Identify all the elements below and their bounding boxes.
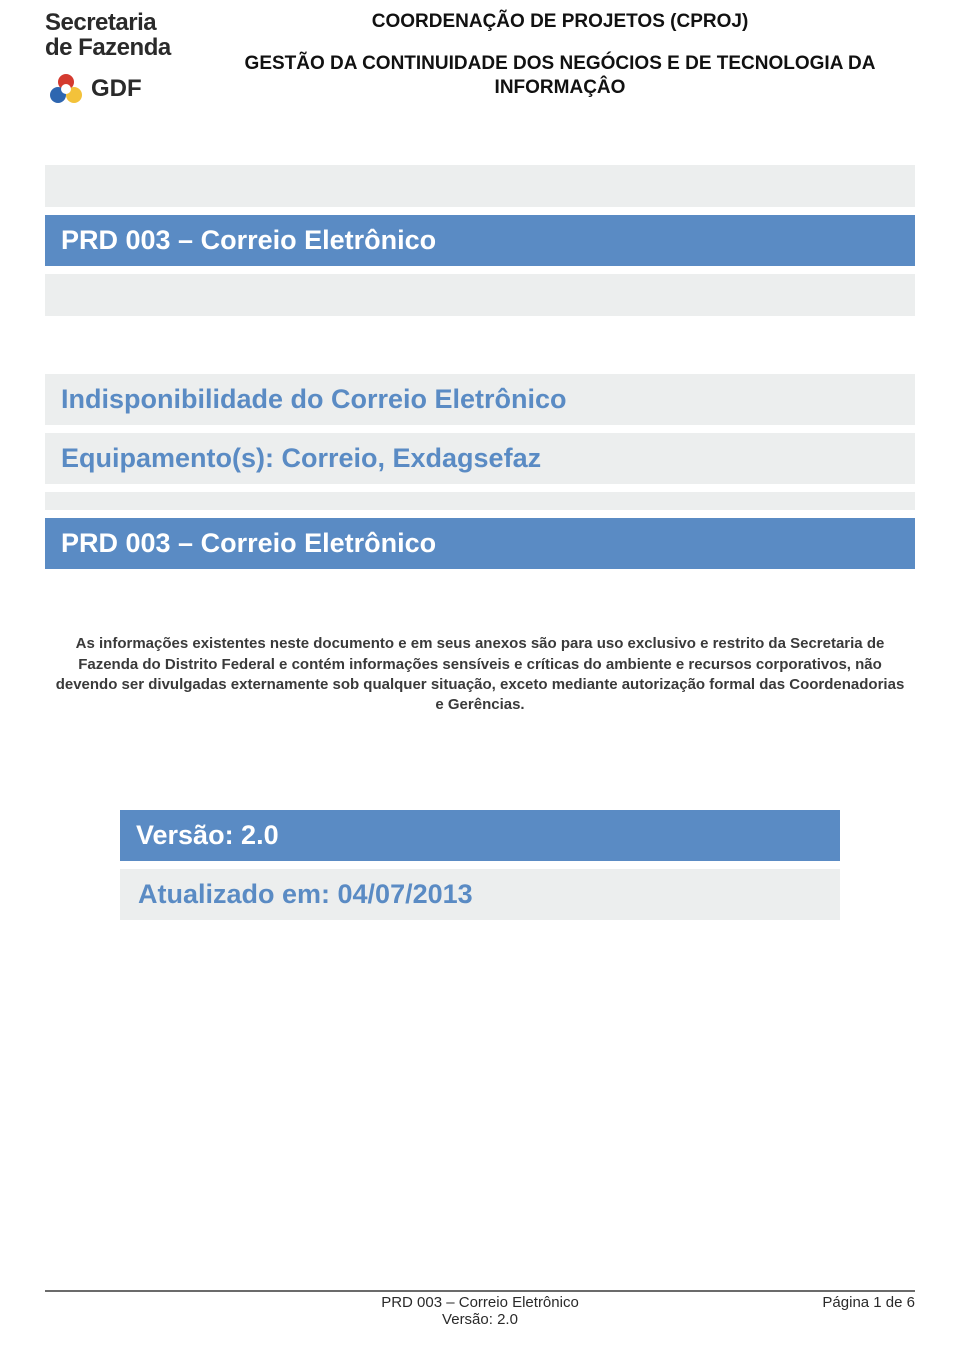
page-header: Secretaria de Fazenda GDF COORDENAÇÃO DE… [45, 10, 915, 110]
header-line1: COORDENAÇÃO DE PROJETOS (CPROJ) [205, 10, 915, 34]
footer-ver: Versão: 2.0 [205, 1311, 755, 1328]
version-block: Versão: 2.0 Atualizado em: 04/07/2013 [120, 810, 840, 920]
subtitle-line2: Equipamento(s): Correio, Exdagsefaz [45, 433, 915, 484]
repeat-banner: PRD 003 – Correio Eletrônico [45, 518, 915, 569]
disclaimer-text: As informações existentes neste document… [45, 634, 915, 715]
updated-banner: Atualizado em: 04/07/2013 [120, 869, 840, 920]
logo-block: Secretaria de Fazenda GDF [45, 10, 205, 110]
footer-row: PRD 003 – Correio Eletrônico Versão: 2.0… [45, 1294, 915, 1328]
gdf-icon [45, 68, 87, 110]
title-banner: PRD 003 – Correio Eletrônico [45, 215, 915, 266]
footer-center: PRD 003 – Correio Eletrônico Versão: 2.0 [205, 1294, 755, 1328]
gdf-logo-row: GDF [45, 68, 205, 110]
footer-left-pad [45, 1294, 205, 1328]
header-line2: GESTÃO DA CONTINUIDADE DOS NEGÓCIOS E DE… [205, 52, 915, 100]
logo-line2: de Fazenda [45, 35, 205, 60]
version-banner: Versão: 2.0 [120, 810, 840, 861]
document-page: Secretaria de Fazenda GDF COORDENAÇÃO DE… [0, 0, 960, 1346]
gray-spacer-bottom [45, 274, 915, 316]
title-section: PRD 003 – Correio Eletrônico [45, 165, 915, 316]
gray-spacer-top [45, 165, 915, 207]
gdf-text: GDF [91, 75, 142, 103]
footer-divider [45, 1290, 915, 1292]
header-titles: COORDENAÇÃO DE PROJETOS (CPROJ) GESTÃO D… [205, 10, 915, 99]
footer-doc: PRD 003 – Correio Eletrônico [205, 1294, 755, 1311]
subtitle-section: Indisponibilidade do Correio Eletrônico … [45, 374, 915, 569]
page-footer: PRD 003 – Correio Eletrônico Versão: 2.0… [45, 1290, 915, 1328]
gray-spacer-thin [45, 492, 915, 510]
footer-page: Página 1 de 6 [755, 1294, 915, 1328]
logo-line1: Secretaria [45, 10, 205, 35]
subtitle-line1: Indisponibilidade do Correio Eletrônico [45, 374, 915, 425]
